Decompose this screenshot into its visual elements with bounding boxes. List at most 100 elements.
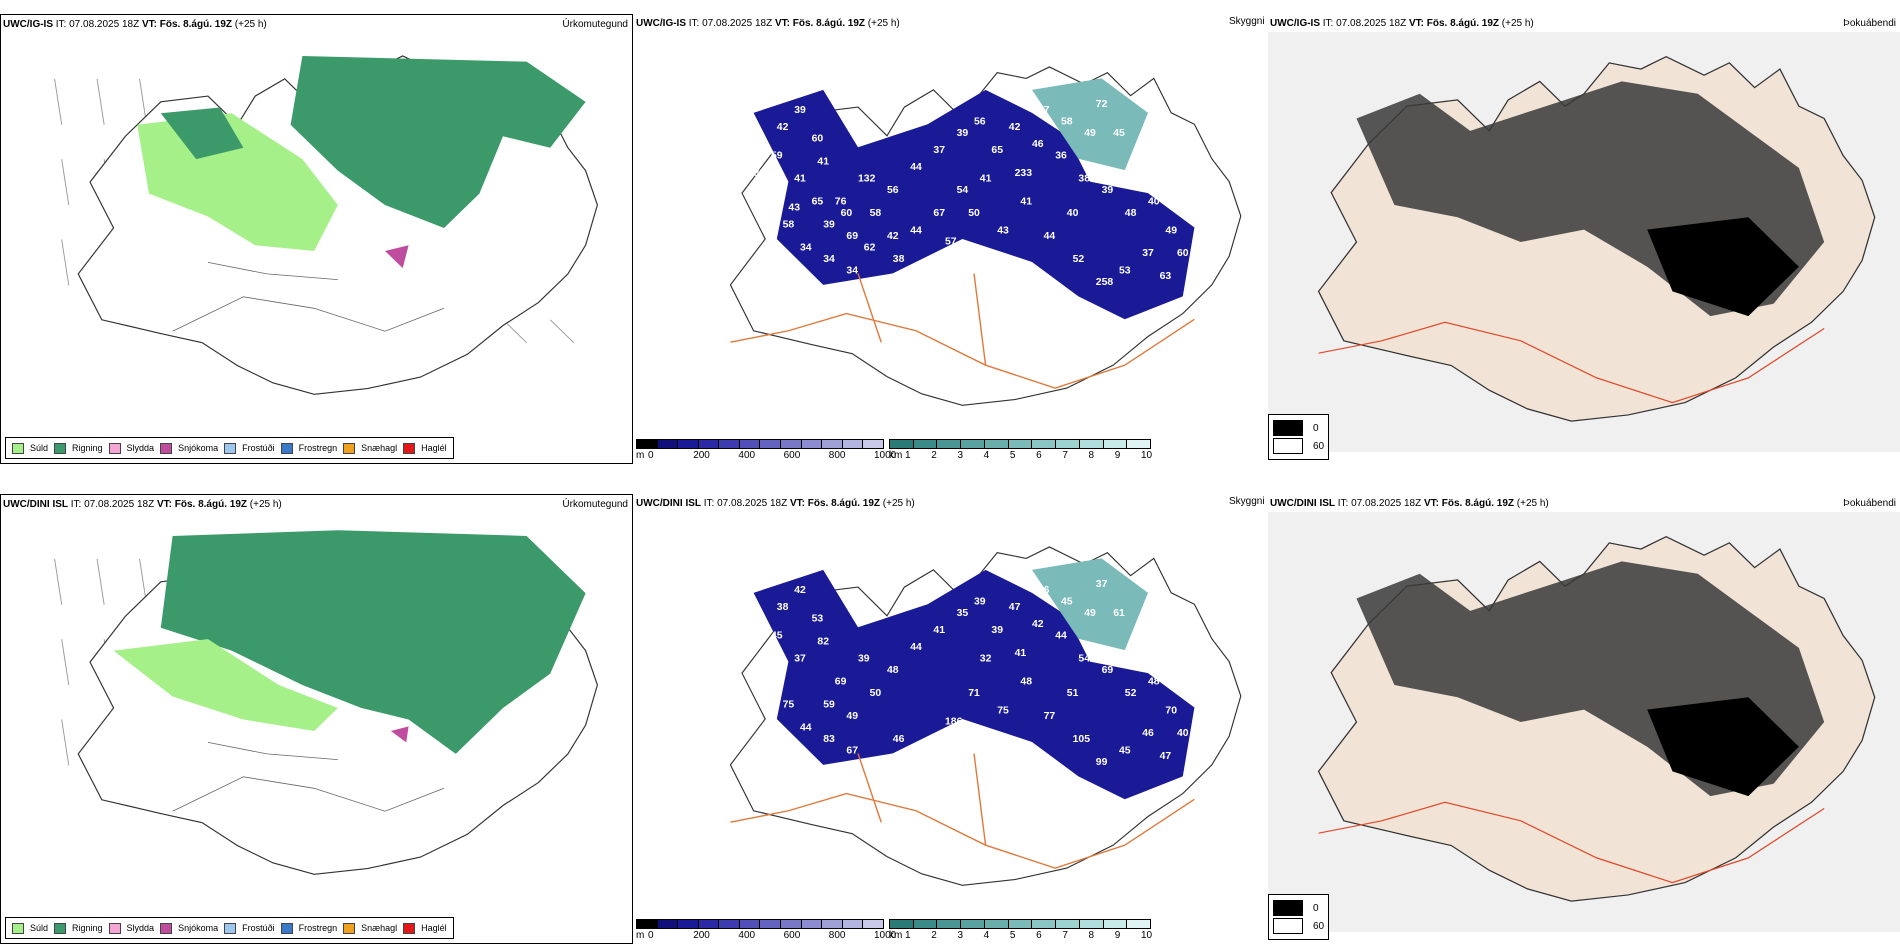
precip-panel-bottom: UWC/DINI ISL IT: 07.08.2025 18Z VT: Fös.… [0, 494, 633, 944]
ceiling-value-label: 42 [887, 231, 899, 242]
ceiling-value-label: 49 [1084, 608, 1096, 619]
legend-swatch [403, 442, 416, 454]
ceiling-value-label: 48 [870, 277, 882, 288]
colorbar-tick-label: 0 [648, 450, 654, 461]
fog-panel-bottom: UWC/DINI ISL IT: 07.08.2025 18Z VT: Fös.… [1268, 494, 1900, 944]
precip-map [54, 55, 598, 395]
colorbar-tick-label: 7 [1062, 930, 1068, 941]
visibility-panel-bottom: UWC/DINI ISL IT: 07.08.2025 18Z VT: Fös.… [634, 494, 1270, 944]
ceiling-value-label: 43 [997, 225, 1009, 236]
legend-swatch [54, 922, 67, 934]
panel-header: UWC/DINI ISL IT: 07.08.2025 18Z VT: Fös.… [636, 498, 915, 509]
ceiling-value-label: 40 [1177, 728, 1189, 739]
sleet-spot [385, 245, 409, 269]
ceiling-value-label: 67 [846, 745, 858, 756]
ceiling-value-label: 57 [945, 237, 957, 248]
low-visibility-area [1032, 78, 1148, 171]
ceiling-value-label: 62 [1154, 642, 1166, 653]
legend-item-snjokoma: Snjókoma [160, 922, 218, 934]
ceiling-value-label: 48 [1020, 677, 1032, 688]
legend-item-sudd: Súld [12, 922, 48, 934]
visibility-unit: km [889, 930, 903, 941]
colorbar-tick-label: 8 [1088, 450, 1095, 461]
colorbar-swatch [801, 440, 823, 448]
fog-map [1268, 512, 1900, 932]
ceiling-value-label: 48 [1125, 208, 1137, 219]
legend-item-frostudi: Frostúði [224, 442, 275, 454]
ceiling-value-label: 54 [957, 185, 969, 196]
rain-area [290, 55, 586, 228]
colorbar-tick-label: 3 [957, 930, 963, 941]
ceiling-value-label: 41 [1020, 197, 1032, 208]
ceiling-value-label: 45 [1061, 596, 1073, 607]
ceiling-colorbar-swatches [636, 439, 884, 449]
colorbar-swatch [1103, 440, 1128, 448]
visibility-map: 85 42 39 60 59 41 41 76 39 69 58 56 132 44 37 39 56 65 42 4… [729, 66, 1242, 406]
fog-legend: 0 60 [1268, 414, 1330, 460]
colorbar-swatch [822, 440, 843, 448]
legend-item-haglel: Haglél [403, 442, 447, 454]
colorbar-tick-label: 1000 [874, 450, 897, 461]
colorbar-swatch [719, 440, 740, 448]
legend-swatch [160, 442, 173, 454]
ceiling-value-label: 46 [1142, 728, 1154, 739]
colorbar-swatch [1103, 920, 1128, 928]
rain-area [160, 530, 586, 754]
ceiling-value-label: 56 [974, 116, 986, 127]
fog-legend-item: 0 [1273, 419, 1324, 437]
ceiling-value-label: 37 [933, 145, 945, 156]
ceiling-value-label: 69 [846, 231, 858, 242]
roads [172, 262, 445, 332]
ceiling-value-label: 45 [1189, 677, 1201, 688]
colorbar-swatch [739, 920, 761, 928]
panel-header: UWC/IG-IS IT: 07.08.2025 18Z VT: Fös. 8.… [636, 18, 900, 29]
drizzle-area [137, 113, 338, 251]
ceiling-value-label: 47 [1136, 145, 1148, 156]
colorbar-swatch [1056, 440, 1080, 448]
ceiling-value-label: 45 [1119, 745, 1131, 756]
fog-legend-item: 0 [1273, 899, 1324, 917]
ceiling-value-label: 48 [887, 665, 899, 676]
ceiling-value-label: 44 [800, 723, 812, 734]
ceiling-value-label: 44 [1044, 231, 1056, 242]
colorbar-swatch [739, 440, 761, 448]
fog-legend-swatch [1273, 438, 1303, 454]
colorbar-tick-label: 1 [905, 930, 911, 941]
ceiling-value-label: 43 [788, 202, 800, 213]
colorbar-tick-label: 1 [905, 450, 911, 461]
colorbar-tick-label: 9 [1114, 930, 1121, 941]
ceiling-value-label: 40 [1067, 208, 1079, 219]
legend-item-sudd: Súld [12, 442, 48, 454]
colorbar-swatch [719, 920, 740, 928]
colorbar-tick-label: 600 [783, 930, 801, 941]
colorbar-tick-label: 400 [738, 450, 756, 461]
legend-swatch [12, 922, 24, 934]
ceiling-value-label: 38 [893, 254, 905, 265]
colorbar-swatch [937, 920, 962, 928]
ceiling-value-label: 67 [933, 208, 945, 219]
ceiling-value-label: 51 [1067, 688, 1079, 699]
colorbar-swatch [1008, 920, 1033, 928]
colorbar-swatch [913, 920, 938, 928]
colorbar-swatch [698, 920, 720, 928]
ceiling-value-label: 53 [1119, 265, 1131, 276]
colorbar-tick-label: 7 [1062, 450, 1068, 461]
colorbar-swatch [678, 920, 699, 928]
ceiling-value-label: 65 [812, 197, 824, 208]
colorbar-swatch [913, 440, 938, 448]
panel-title: Þokuábendi [1843, 498, 1896, 509]
ceiling-value-label: 34 [846, 265, 858, 276]
ceiling-unit: m [636, 930, 645, 941]
ceiling-value-label: 69 [1102, 665, 1114, 676]
ceiling-value-label: 46 [1171, 179, 1183, 190]
roads [1318, 321, 1825, 404]
fog-legend-swatch [1273, 420, 1303, 436]
colorbar-tick-label: 0 [648, 930, 654, 941]
ceiling-value-label: 49 [846, 711, 858, 722]
ceiling-value-label: 58 [870, 208, 882, 219]
colorbar-swatch [1032, 920, 1057, 928]
ceiling-value-label: 39 [754, 168, 766, 179]
ceiling-value-label: 132 [858, 174, 876, 185]
ceiling-unit: m [636, 450, 645, 461]
colorbar-tick-label: 3 [957, 450, 963, 461]
